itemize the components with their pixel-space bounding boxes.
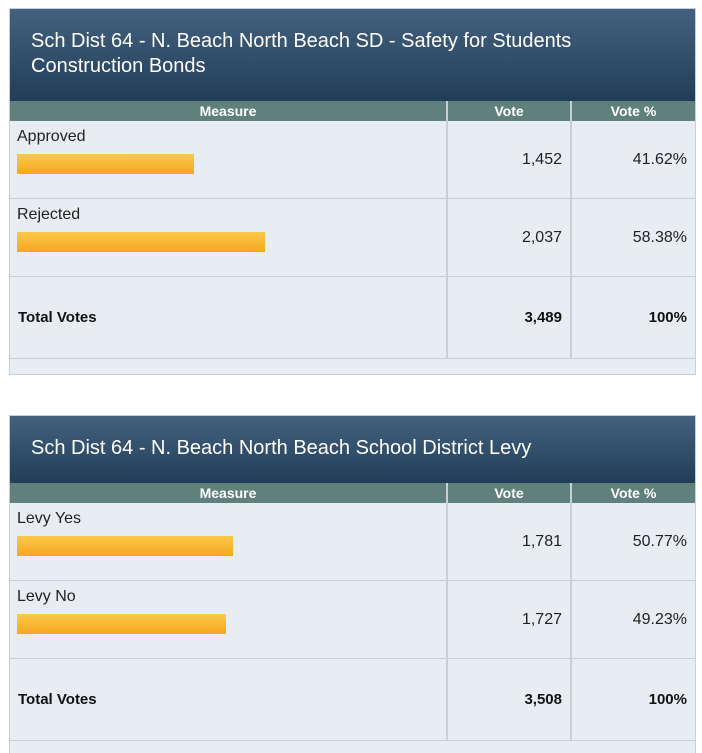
column-header: Measure Vote Vote % bbox=[10, 483, 695, 503]
choice-cell: Rejected bbox=[10, 199, 448, 276]
panel-footer bbox=[10, 359, 695, 374]
choice-row: Rejected 2,037 58.38% bbox=[10, 199, 695, 277]
race-title: Sch Dist 64 - N. Beach North Beach Schoo… bbox=[10, 416, 695, 483]
race-title: Sch Dist 64 - N. Beach North Beach SD - … bbox=[10, 9, 695, 101]
vote-bar bbox=[17, 154, 194, 174]
column-label: Vote bbox=[448, 101, 572, 121]
vote-bar bbox=[17, 536, 233, 556]
vote-percent: 41.62% bbox=[632, 151, 687, 168]
choice-name: Levy No bbox=[17, 588, 76, 605]
total-row: Total Votes 3,508 100% bbox=[10, 659, 695, 741]
column-label: Vote bbox=[448, 483, 572, 503]
total-votes: 3,508 bbox=[448, 659, 572, 740]
total-label: Total Votes bbox=[10, 659, 448, 740]
choice-name: Approved bbox=[17, 128, 86, 145]
choice-name: Rejected bbox=[17, 206, 81, 223]
total-percent: 100% bbox=[648, 691, 687, 708]
vote-percent: 49.23% bbox=[632, 611, 687, 628]
total-row: Total Votes 3,489 100% bbox=[10, 277, 695, 359]
choice-row: Approved 1,452 41.62% bbox=[10, 121, 695, 199]
vote-count: 1,781 bbox=[448, 503, 572, 580]
choice-cell: Levy No bbox=[10, 581, 448, 658]
total-votes: 3,489 bbox=[448, 277, 572, 358]
vote-percent: 50.77% bbox=[632, 533, 687, 550]
vote-count: 2,037 bbox=[448, 199, 572, 276]
column-label: Vote % bbox=[610, 485, 657, 501]
vote-count: 1,727 bbox=[448, 581, 572, 658]
result-panel: Sch Dist 64 - N. Beach North Beach SD - … bbox=[9, 8, 696, 375]
choice-cell: Levy Yes bbox=[10, 503, 448, 580]
vote-bar bbox=[17, 614, 227, 634]
vote-percent: 58.38% bbox=[632, 229, 687, 246]
choice-cell: Approved bbox=[10, 121, 448, 198]
choice-row: Levy Yes 1,781 50.77% bbox=[10, 503, 695, 581]
column-label: Measure bbox=[10, 101, 448, 121]
total-percent: 100% bbox=[648, 309, 687, 326]
result-panel: Sch Dist 64 - N. Beach North Beach Schoo… bbox=[9, 415, 696, 753]
column-label: Vote % bbox=[610, 103, 657, 119]
choice-name: Levy Yes bbox=[17, 510, 82, 527]
column-header: Measure Vote Vote % bbox=[10, 101, 695, 121]
choice-row: Levy No 1,727 49.23% bbox=[10, 581, 695, 659]
vote-bar bbox=[17, 232, 266, 252]
total-label: Total Votes bbox=[10, 277, 448, 358]
vote-count: 1,452 bbox=[448, 121, 572, 198]
column-label: Measure bbox=[10, 483, 448, 503]
panel-footer bbox=[10, 741, 695, 753]
